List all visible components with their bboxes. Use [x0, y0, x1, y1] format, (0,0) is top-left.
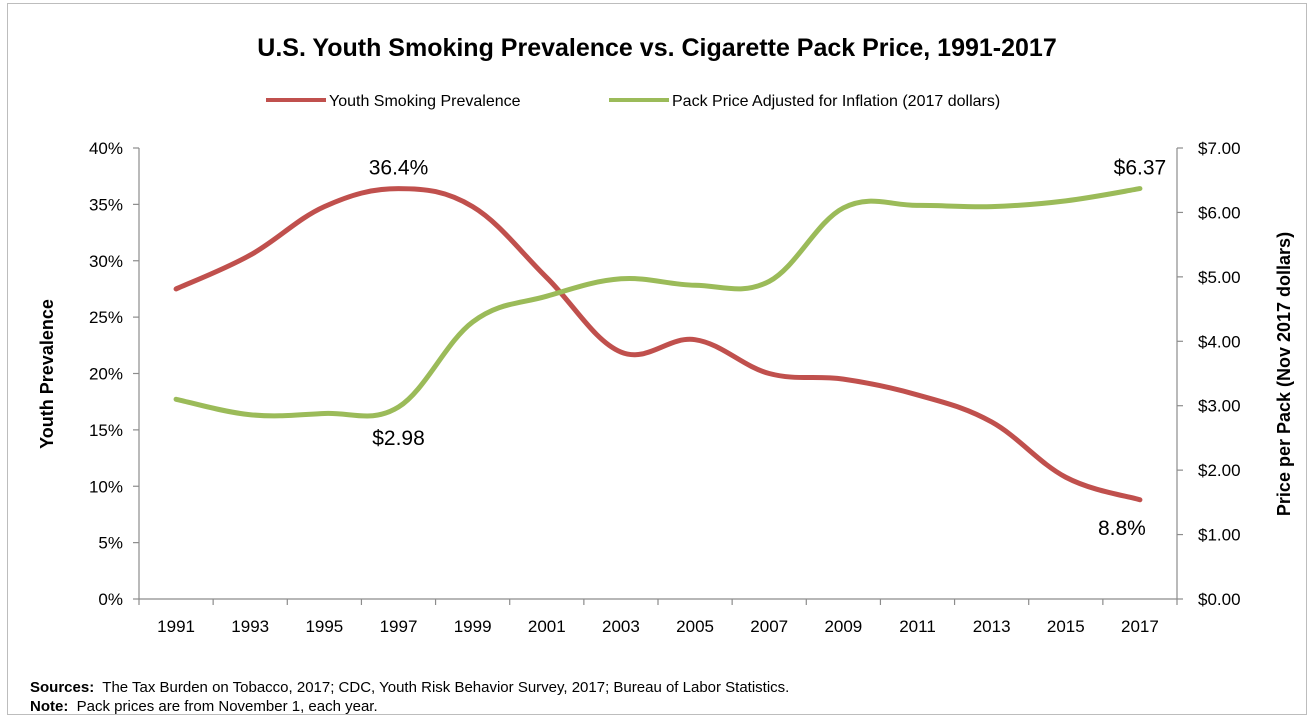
legend-label-price: Pack Price Adjusted for Inflation (2017 … [672, 93, 1000, 110]
note-line: Note: Pack prices are from November 1, e… [30, 697, 789, 716]
sources-label: Sources: [30, 679, 95, 696]
y-right-tick-label: $7.00 [1198, 139, 1241, 158]
data-label: $6.37 [1114, 157, 1167, 180]
chart-title: U.S. Youth Smoking Prevalence vs. Cigare… [257, 34, 1056, 62]
x-tick-label: 1991 [157, 617, 195, 636]
tick-labels: 0% 5% 10% 15% 20% 25% 30% 35% 40% $0.00 $1.00 $2.00… [89, 139, 1241, 636]
y-left-tick-label: 5% [98, 534, 123, 553]
footnotes: Sources: The Tax Burden on Tobacco, 2017… [30, 678, 789, 716]
line-pack-price [173, 186, 1143, 419]
chart-frame [7, 3, 1307, 715]
x-tick-label: 2015 [1047, 617, 1085, 636]
y-right-tick-label: $3.00 [1198, 397, 1241, 416]
x-tick-label: 1997 [380, 617, 418, 636]
note-text: Pack prices are from November 1, each ye… [76, 698, 378, 715]
y-left-tick-label: 0% [98, 590, 123, 609]
y-right-tick-label: $2.00 [1198, 461, 1241, 480]
legend-label-prevalence: Youth Smoking Prevalence [329, 93, 521, 110]
x-tick-label: 2013 [973, 617, 1011, 636]
y-axis-left-title: Youth Prevalence [37, 299, 57, 449]
x-tick-label: 2011 [899, 617, 936, 636]
y-left-tick-label: 30% [89, 252, 123, 271]
x-tick-label: 1993 [231, 617, 269, 636]
y-left-tick-label: 25% [89, 308, 123, 327]
sources-text: The Tax Burden on Tobacco, 2017; CDC, Yo… [102, 679, 790, 696]
chart-svg: U.S. Youth Smoking Prevalence vs. Cigare… [37, 34, 1294, 636]
axes [133, 147, 1183, 605]
x-tick-label: 2009 [824, 617, 862, 636]
data-label: 36.4% [369, 157, 429, 180]
y-right-tick-label: $4.00 [1198, 332, 1241, 351]
x-tick-label: 2017 [1121, 617, 1159, 636]
note-label: Note: [30, 698, 69, 715]
x-tick-label: 2003 [602, 617, 640, 636]
x-tick-label: 1995 [305, 617, 343, 636]
x-tick-label: 1999 [454, 617, 492, 636]
y-right-tick-label: $6.00 [1198, 203, 1241, 222]
data-label: 8.8% [1098, 517, 1146, 540]
sources-line: Sources: The Tax Burden on Tobacco, 2017… [30, 678, 789, 697]
y-right-tick-label: $0.00 [1198, 590, 1241, 609]
data-labels: 36.4% $2.98 $6.37 8.8% [369, 157, 1166, 540]
x-tick-label: 2007 [750, 617, 788, 636]
y-right-tick-label: $5.00 [1198, 268, 1241, 287]
y-left-tick-label: 20% [89, 365, 123, 384]
x-tick-label: 2005 [676, 617, 714, 636]
y-right-tick-label: $1.00 [1198, 526, 1241, 545]
series-lines [173, 186, 1143, 503]
data-label: $2.98 [372, 427, 425, 450]
y-left-tick-label: 35% [89, 195, 123, 214]
y-axis-right-title: Price per Pack (Nov 2017 dollars) [1274, 232, 1294, 516]
y-left-tick-label: 40% [89, 139, 123, 158]
y-left-tick-label: 15% [89, 421, 123, 440]
x-tick-label: 2001 [528, 617, 566, 636]
y-left-tick-label: 10% [89, 477, 123, 496]
legend: Youth Smoking Prevalence Pack Price Adju… [266, 93, 1000, 110]
line-youth-prevalence [173, 186, 1143, 503]
